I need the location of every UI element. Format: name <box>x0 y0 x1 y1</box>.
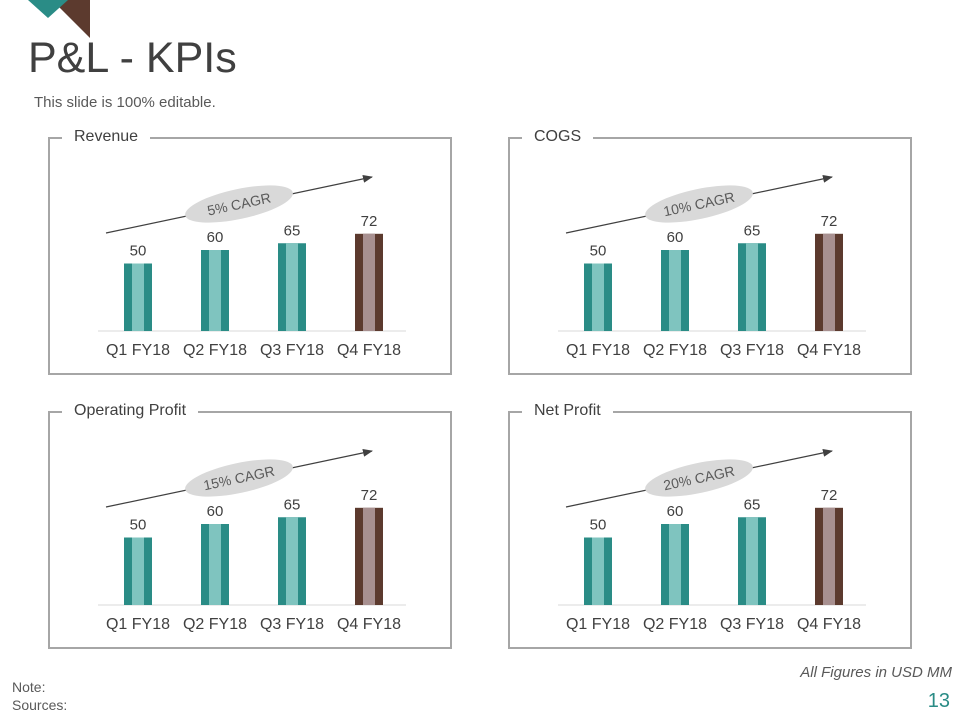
x-tick-label: Q4 FY18 <box>337 616 401 633</box>
x-tick-label: Q3 FY18 <box>720 616 784 633</box>
page-title: P&L - KPIs <box>28 34 237 82</box>
x-tick-label: Q2 FY18 <box>183 342 247 359</box>
data-label: 60 <box>667 503 684 520</box>
data-label: 50 <box>590 243 607 260</box>
chart-panel-cogs: COGS 50 Q1 FY18 60 Q2 FY18 65 Q3 FY18 72 Q4 FY1… <box>508 127 912 375</box>
bar-q3-fy18 <box>738 243 766 331</box>
data-label: 50 <box>590 517 607 534</box>
bar-q3-fy18 <box>738 517 766 605</box>
data-label: 50 <box>130 517 147 534</box>
x-tick-label: Q1 FY18 <box>106 616 170 633</box>
data-label: 60 <box>207 503 224 520</box>
chart-title: COGS <box>522 127 594 147</box>
data-label: 60 <box>667 229 684 246</box>
net-profit-chart: 50 Q1 FY18 60 Q2 FY18 65 Q3 FY18 72 Q4 FY18 20% … <box>558 448 866 633</box>
data-label: 65 <box>744 222 761 239</box>
note-label: Note: <box>12 679 46 695</box>
bar-q4-fy18 <box>355 233 383 331</box>
chart-panel-operating-profit: Operating Profit 50 Q1 FY18 60 Q2 FY18 65 Q3 … <box>48 401 452 649</box>
bar-q2-fy18 <box>661 524 689 605</box>
operating-profit-chart: 50 Q1 FY18 60 Q2 FY18 65 Q3 FY18 72 Q4 FY18 15% … <box>98 448 406 633</box>
bar-q2-fy18 <box>201 250 229 331</box>
x-tick-label: Q4 FY18 <box>797 616 861 633</box>
sources-label: Sources: <box>12 697 68 713</box>
bar-q1-fy18 <box>124 263 152 331</box>
bar-q4-fy18 <box>815 507 843 605</box>
bar-q1-fy18 <box>584 537 612 605</box>
bar-q3-fy18 <box>278 517 306 605</box>
corner-decoration <box>28 0 90 38</box>
cagr-badge: 20% CAGR <box>645 459 753 497</box>
data-label: 50 <box>130 243 147 260</box>
chart-title: Net Profit <box>522 401 613 421</box>
chart-title: Operating Profit <box>62 401 199 421</box>
chart-panel-net-profit: Net Profit 50 Q1 FY18 60 Q2 FY18 65 Q3 FY18 72… <box>508 401 912 649</box>
bar-q2-fy18 <box>201 524 229 605</box>
data-label: 72 <box>821 487 838 504</box>
x-tick-label: Q4 FY18 <box>797 342 861 359</box>
bar-q4-fy18 <box>355 507 383 605</box>
x-tick-label: Q2 FY18 <box>183 616 247 633</box>
x-tick-label: Q1 FY18 <box>566 342 630 359</box>
slide-number: 13 <box>927 690 950 712</box>
x-tick-label: Q3 FY18 <box>260 342 324 359</box>
cogs-chart: 50 Q1 FY18 60 Q2 FY18 65 Q3 FY18 72 Q4 FY18 10% … <box>558 174 866 359</box>
bar-q3-fy18 <box>278 243 306 331</box>
cagr-badge: 10% CAGR <box>645 185 753 223</box>
bar-q4-fy18 <box>815 233 843 331</box>
footer-notes: Note: Sources: <box>12 678 67 714</box>
x-tick-label: Q2 FY18 <box>643 342 707 359</box>
data-label: 65 <box>284 222 301 239</box>
chart-panel-revenue: Revenue 50 Q1 FY18 60 Q2 FY18 65 Q3 FY18 72 Q4 … <box>48 127 452 375</box>
page-subtitle: This slide is 100% editable. <box>34 94 216 111</box>
cagr-badge: 5% CAGR <box>185 185 293 223</box>
data-label: 65 <box>284 496 301 513</box>
data-label: 72 <box>821 213 838 230</box>
bar-q1-fy18 <box>584 263 612 331</box>
x-tick-label: Q3 FY18 <box>260 616 324 633</box>
bar-q1-fy18 <box>124 537 152 605</box>
revenue-chart: 50 Q1 FY18 60 Q2 FY18 65 Q3 FY18 72 Q4 FY18 5% C… <box>98 174 406 359</box>
data-label: 72 <box>361 213 378 230</box>
x-tick-label: Q2 FY18 <box>643 616 707 633</box>
x-tick-label: Q4 FY18 <box>337 342 401 359</box>
x-tick-label: Q3 FY18 <box>720 342 784 359</box>
data-label: 60 <box>207 229 224 246</box>
units-note: All Figures in USD MM <box>800 664 952 681</box>
data-label: 72 <box>361 487 378 504</box>
chart-title: Revenue <box>62 127 151 147</box>
data-label: 65 <box>744 496 761 513</box>
x-tick-label: Q1 FY18 <box>566 616 630 633</box>
x-tick-label: Q1 FY18 <box>106 342 170 359</box>
bar-q2-fy18 <box>661 250 689 331</box>
cagr-badge: 15% CAGR <box>185 459 293 497</box>
